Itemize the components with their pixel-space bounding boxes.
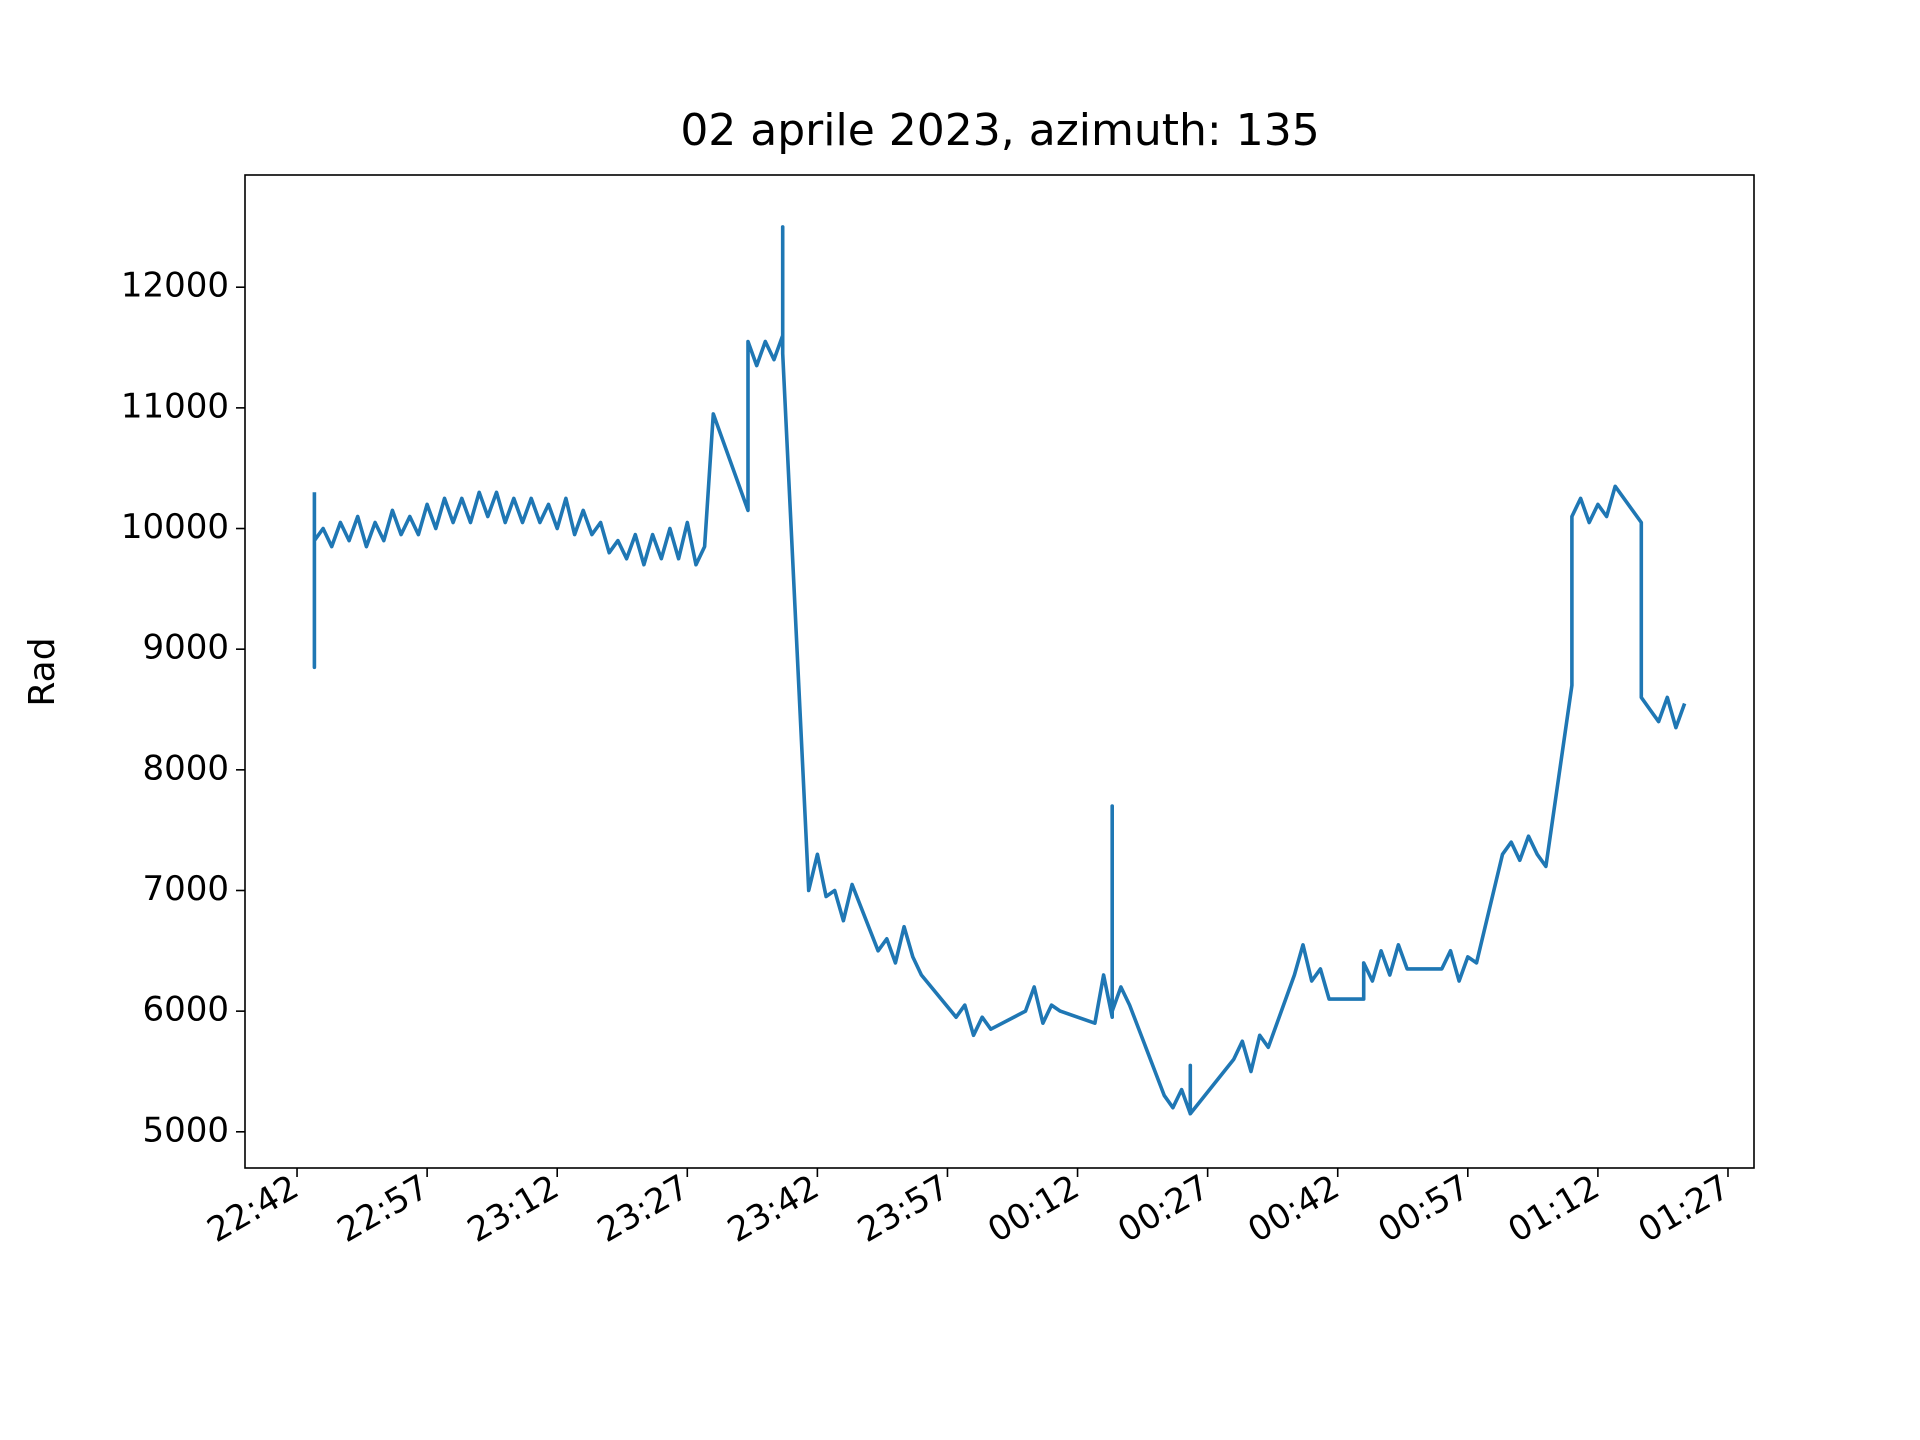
plot-frame	[244, 174, 1755, 1169]
data-line	[312, 225, 1687, 1116]
y-tick-label: 10000	[121, 507, 229, 547]
y-tick-label: 8000	[142, 748, 229, 788]
y-tick-label: 11000	[121, 386, 229, 426]
y-tick-label: 5000	[142, 1110, 229, 1150]
chart-title: 02 aprile 2023, azimuth: 135	[680, 105, 1319, 156]
y-tick-label: 9000	[142, 628, 229, 668]
y-tick-label: 7000	[142, 869, 229, 909]
y-tick-label: 6000	[142, 990, 229, 1030]
y-axis-label: Rad	[22, 637, 63, 706]
y-tick-label: 12000	[121, 266, 229, 306]
